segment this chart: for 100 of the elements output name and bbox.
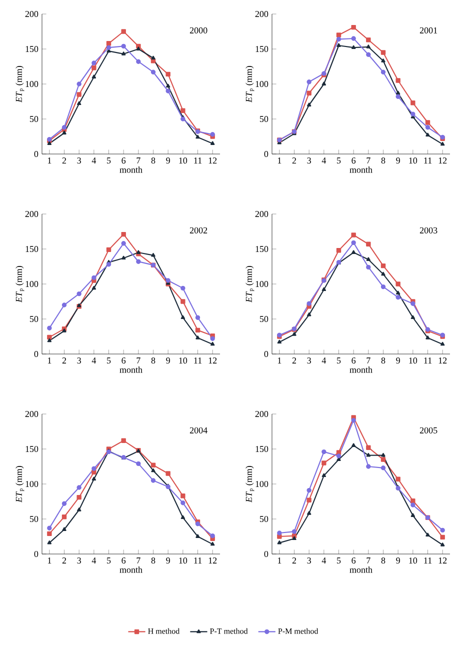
x-tick-label: 7 bbox=[366, 358, 370, 364]
y-tick-label: 200 bbox=[255, 410, 268, 418]
x-tick-label: 11 bbox=[424, 358, 432, 364]
x-tick-label: 4 bbox=[322, 558, 326, 564]
y-tick-label: 150 bbox=[256, 46, 268, 52]
text: 2001 bbox=[420, 27, 438, 34]
x-tick-label: 12 bbox=[208, 158, 217, 164]
x-tick-label: 10 bbox=[409, 558, 418, 564]
x-tick-label: 3 bbox=[77, 358, 81, 364]
y-axis-title: ET$_{p}$ (mm) bbox=[246, 266, 254, 302]
y-tick-label: 200 bbox=[25, 10, 38, 18]
y-axis-title: ET$_{p}$ (mm) bbox=[16, 266, 24, 302]
x-tick-label: 12 bbox=[208, 358, 217, 364]
x-tick-label: 12 bbox=[438, 358, 447, 364]
x-tick-label: 1 bbox=[278, 358, 282, 364]
x-tick-label: 8 bbox=[381, 158, 386, 164]
legend-label: P-T method bbox=[210, 628, 248, 634]
x-tick-label: 4 bbox=[92, 558, 96, 564]
x-tick-label: 6 bbox=[122, 158, 126, 164]
x-tick-label: 7 bbox=[136, 558, 140, 564]
x-tick-label: 11 bbox=[194, 358, 202, 364]
y-tick-label: 0 bbox=[264, 550, 268, 558]
y-tick-label: 200 bbox=[25, 410, 38, 418]
x-tick-label: 1 bbox=[48, 158, 52, 164]
x-tick-label: 2 bbox=[62, 358, 66, 364]
y-tick-label: 0 bbox=[34, 150, 38, 158]
x-tick-label: 2 bbox=[292, 158, 296, 164]
x-tick-label: 2 bbox=[62, 558, 66, 564]
y-tick-label: 50 bbox=[260, 116, 268, 122]
y-tick-label: 200 bbox=[255, 210, 268, 218]
y-tick-label: 50 bbox=[30, 516, 38, 522]
x-tick-label: 1 bbox=[278, 558, 282, 564]
x-tick-label: 6 bbox=[352, 558, 356, 564]
x-tick-label: 5 bbox=[337, 158, 341, 164]
y-tick-label: 200 bbox=[25, 210, 38, 218]
y-tick-label: 150 bbox=[256, 446, 268, 452]
x-tick-label: 2 bbox=[292, 558, 296, 564]
y-tick-label: 100 bbox=[26, 480, 38, 488]
x-tick-label: 7 bbox=[136, 158, 140, 164]
x-tick-label: 10 bbox=[409, 158, 418, 164]
x-tick-label: 5 bbox=[107, 158, 111, 164]
x-tick-label: 8 bbox=[381, 558, 386, 564]
y-tick-label: 0 bbox=[264, 150, 268, 158]
y-axis-title: ET$_{p}$ (mm) bbox=[16, 66, 24, 102]
x-tick-label: 8 bbox=[151, 558, 156, 564]
y-tick-label: 200 bbox=[255, 10, 268, 18]
x-tick-label: 9 bbox=[166, 558, 170, 564]
x-tick-label: 12 bbox=[438, 158, 447, 164]
x-tick-label: 9 bbox=[396, 358, 400, 364]
x-tick-label: 11 bbox=[194, 558, 202, 564]
x-tick-label: 12 bbox=[208, 558, 217, 564]
y-tick-label: 50 bbox=[30, 116, 38, 122]
y-tick-label: 50 bbox=[30, 316, 38, 322]
y-tick-label: 150 bbox=[26, 246, 38, 252]
x-tick-label: 2 bbox=[62, 158, 66, 164]
x-tick-label: 10 bbox=[179, 158, 188, 164]
x-tick-label: 12 bbox=[438, 558, 447, 564]
y-tick-label: 100 bbox=[26, 80, 38, 88]
x-tick-label: 7 bbox=[136, 358, 140, 364]
x-tick-label: 9 bbox=[166, 158, 170, 164]
x-axis-title: month bbox=[350, 566, 372, 573]
y-tick-label: 150 bbox=[256, 246, 268, 252]
x-axis-title: month bbox=[350, 366, 372, 373]
y-tick-label: 100 bbox=[256, 280, 268, 288]
x-tick-label: 8 bbox=[381, 358, 386, 364]
x-tick-label: 11 bbox=[194, 158, 202, 164]
y-tick-label: 0 bbox=[34, 550, 38, 558]
x-axis-title: month bbox=[120, 566, 142, 573]
x-tick-label: 6 bbox=[122, 358, 126, 364]
x-axis-title: month bbox=[120, 166, 142, 173]
x-tick-label: 10 bbox=[179, 558, 188, 564]
x-tick-label: 5 bbox=[107, 558, 111, 564]
x-tick-label: 3 bbox=[77, 158, 81, 164]
x-tick-label: 1 bbox=[48, 558, 52, 564]
x-tick-label: 7 bbox=[366, 158, 370, 164]
x-tick-label: 9 bbox=[166, 358, 170, 364]
x-tick-label: 5 bbox=[337, 558, 341, 564]
x-axis-title: month bbox=[350, 166, 372, 173]
x-tick-label: 2 bbox=[292, 358, 296, 364]
x-tick-label: 3 bbox=[307, 158, 311, 164]
x-tick-label: 5 bbox=[337, 358, 341, 364]
y-tick-label: 150 bbox=[26, 446, 38, 452]
y-tick-label: 0 bbox=[264, 350, 268, 358]
x-tick-label: 11 bbox=[424, 558, 432, 564]
x-tick-label: 6 bbox=[352, 358, 356, 364]
y-axis-title: ET$_{p}$ (mm) bbox=[246, 466, 254, 502]
x-tick-label: 8 bbox=[151, 358, 156, 364]
x-tick-label: 8 bbox=[151, 158, 156, 164]
y-tick-label: 100 bbox=[26, 280, 38, 288]
x-tick-label: 1 bbox=[48, 358, 52, 364]
x-tick-label: 3 bbox=[77, 558, 81, 564]
y-tick-label: 100 bbox=[256, 80, 268, 88]
legend-label: H method bbox=[148, 628, 180, 634]
x-tick-label: 10 bbox=[409, 358, 418, 364]
y-tick-label: 50 bbox=[260, 516, 268, 522]
x-axis-title: month bbox=[120, 366, 142, 373]
x-tick-label: 3 bbox=[307, 358, 311, 364]
text: 2005 bbox=[420, 427, 438, 434]
y-tick-label: 100 bbox=[256, 480, 268, 488]
x-tick-label: 4 bbox=[92, 158, 96, 164]
